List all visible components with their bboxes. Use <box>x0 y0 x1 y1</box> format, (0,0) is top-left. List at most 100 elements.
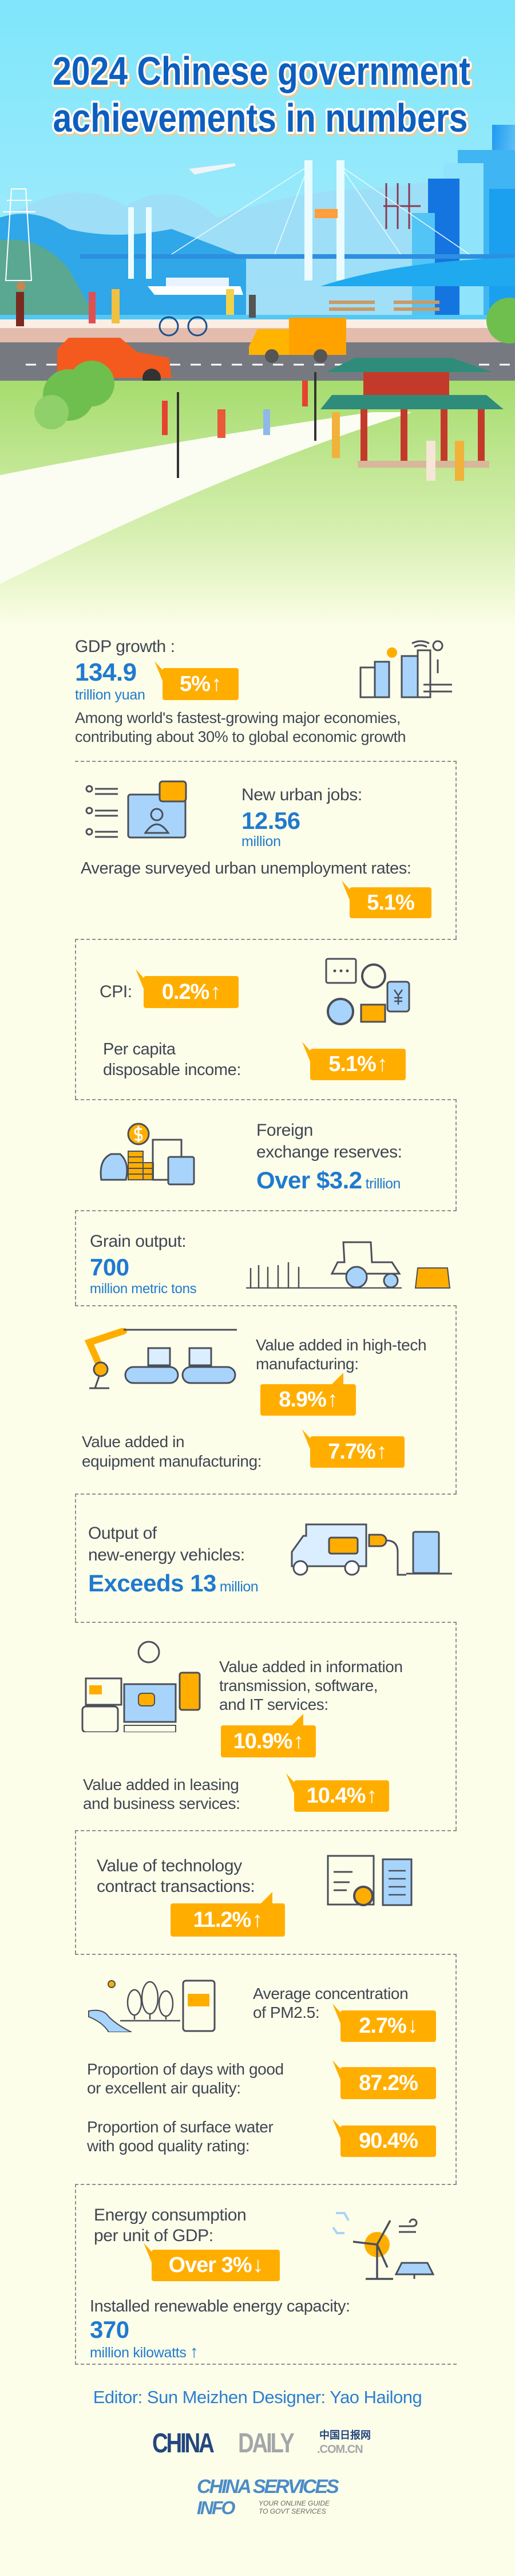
forex-value: Over $3.2 trillion <box>256 1167 401 1194</box>
chinadaily-logo[interactable]: CHINA DAILY 中国日报网 .COM.CN <box>152 2429 381 2458</box>
job-recruitment-icon <box>85 780 187 839</box>
equipment-badge: 7.7% ↑ <box>310 1436 405 1468</box>
income-label-line1: Per capita <box>103 1040 176 1058</box>
chinaservices-logo-line1: CHINA SERVICES <box>197 2476 339 2498</box>
manufacturing-section <box>75 1305 457 1494</box>
tech-badge: 11.2% ↑ <box>171 1903 285 1937</box>
tech-contract-section <box>75 1830 457 1954</box>
water-quality-label-line1: Proportion of surface water <box>87 2118 274 2136</box>
gdp-label: GDP growth : <box>75 637 175 656</box>
income-label-line2: disposable income: <box>103 1061 241 1079</box>
it-badge: 10.9% ↑ <box>221 1725 316 1757</box>
equipment-label-line2: equipment manufacturing: <box>82 1452 262 1470</box>
chinaservices-logo[interactable]: CHINA SERVICES INFO YOUR ONLINE GUIDE TO… <box>197 2476 346 2518</box>
cityscape <box>412 125 515 322</box>
nev-unit: million <box>219 1579 259 1595</box>
equipment-label-line1: Value added in <box>82 1433 185 1451</box>
arrow-down-icon: ↓ <box>407 2014 418 2038</box>
air-quality-badge: 87.2% <box>340 2067 436 2099</box>
chinaservices-logo-info: INFO <box>197 2498 235 2518</box>
consumer-wallet-icon <box>325 958 410 1025</box>
nev-label-line2: new-energy vehicles: <box>88 1546 245 1564</box>
tagline-line2: TO GOVT SERVICES <box>259 2507 326 2515</box>
jobs-label: New urban jobs: <box>241 785 362 804</box>
chinadaily-logo-china: CHINA <box>152 2428 215 2459</box>
cpi-section <box>75 939 457 1099</box>
tractor-field-icon <box>246 1241 451 1289</box>
air-quality-label-line1: Proportion of days with good <box>87 2060 284 2078</box>
water-quality-value: 90.4% <box>359 2129 418 2153</box>
jobs-unit: million <box>241 833 281 850</box>
grain-section <box>75 1210 457 1305</box>
energy-badge: Over 3% ↓ <box>152 2250 280 2281</box>
arrow-up-icon: ↑ <box>366 1784 377 1808</box>
forex-label-line2: exchange reserves: <box>256 1143 402 1161</box>
arrow-up-icon: ↑ <box>376 1440 387 1464</box>
robot-assembly-line-icon <box>84 1328 237 1389</box>
forex-label-line1: Foreign <box>256 1121 313 1140</box>
chinadaily-logo-com: .COM.CN <box>317 2443 363 2456</box>
delivery-truck <box>249 318 346 363</box>
nev-label-line1: Output of <box>88 1524 157 1543</box>
transmission-tower <box>3 188 35 281</box>
wind-solar-icon <box>332 2212 435 2280</box>
gdp-unit: trillion yuan <box>75 687 145 703</box>
energy-section <box>75 2184 457 2365</box>
jobs-section <box>75 761 457 939</box>
tech-label-line1: Value of technology <box>97 1856 242 1875</box>
pm25-label-line2: of PM2.5: <box>253 2004 320 2021</box>
grain-label: Grain output: <box>90 1232 187 1251</box>
hightech-label-line2: manufacturing: <box>256 1355 359 1373</box>
arrow-up-icon: ↑ <box>293 1729 304 1753</box>
cpi-label: CPI: <box>100 982 132 1001</box>
renewable-unit-row: million kilowatts ↑ <box>90 2342 199 2362</box>
tech-label-line2: contract transactions: <box>97 1877 255 1896</box>
it-label-line2: transmission, software, <box>219 1677 378 1694</box>
nev-section <box>75 1494 457 1622</box>
chinadaily-logo-daily: DAILY <box>238 2428 295 2459</box>
pm25-badge: 2.7% ↓ <box>340 2010 436 2042</box>
leasing-badge: 10.4% ↑ <box>294 1780 389 1812</box>
leasing-value: 10.4% <box>306 1784 366 1808</box>
equipment-value: 7.7% <box>328 1440 376 1464</box>
gdp-desc-line2: contributing about 30% to global economi… <box>75 728 406 745</box>
money-calculator-icon <box>100 1123 195 1186</box>
water-quality-badge: 90.4% <box>340 2125 436 2157</box>
electric-vehicle-charging-icon <box>291 1523 452 1576</box>
unemployment-badge: 5.1% <box>350 887 431 918</box>
it-label-line1: Value added in information <box>219 1658 403 1676</box>
people <box>16 282 464 481</box>
gdp-desc-line1: Among world's fastest-growing major econ… <box>75 709 401 726</box>
renewable-label: Installed renewable energy capacity: <box>90 2297 350 2316</box>
energy-value: Over 3% <box>168 2253 252 2277</box>
forex-amount: Over $3.2 <box>256 1167 362 1194</box>
income-value: 5.1% <box>328 1052 377 1076</box>
contract-gear-icon <box>327 1855 413 1906</box>
unemployment-value: 5.1% <box>367 890 415 915</box>
leasing-label-line2: and business services: <box>83 1795 240 1812</box>
cable-stayed-bridge <box>80 160 515 280</box>
hightech-label-line1: Value added in high-tech <box>256 1336 427 1354</box>
arrow-up-icon: ↑ <box>377 1052 388 1076</box>
arrow-up-icon: ↑ <box>211 671 222 696</box>
title-line1: 2024 Chinese government <box>53 49 470 93</box>
cpi-value: 0.2% <box>161 979 210 1004</box>
hightech-value: 8.9% <box>279 1388 327 1412</box>
benches <box>329 301 439 311</box>
pm25-value: 2.7% <box>359 2014 407 2038</box>
chinadaily-logo-cn: 中国日报网 <box>319 2429 371 2441</box>
it-value: 10.9% <box>233 1729 293 1753</box>
unemployment-label: Average surveyed urban unemployment rate… <box>81 859 411 878</box>
energy-label-line2: per unit of GDP: <box>94 2226 213 2245</box>
gdp-growth-badge: 5% ↑ <box>163 668 239 700</box>
pavilion <box>320 358 504 468</box>
nature-monitoring-icon <box>88 1980 216 2032</box>
it-label-line3: and IT services: <box>219 1696 328 1713</box>
forex-unit: trillion <box>365 1176 401 1192</box>
green-trees <box>34 298 515 429</box>
page-title: 2024 Chinese government achievements in … <box>50 46 473 143</box>
nev-value: Exceeds 13 million <box>88 1570 259 1597</box>
airplane <box>189 163 236 175</box>
smart-city-icon <box>359 640 452 698</box>
forex-section <box>75 1099 457 1210</box>
